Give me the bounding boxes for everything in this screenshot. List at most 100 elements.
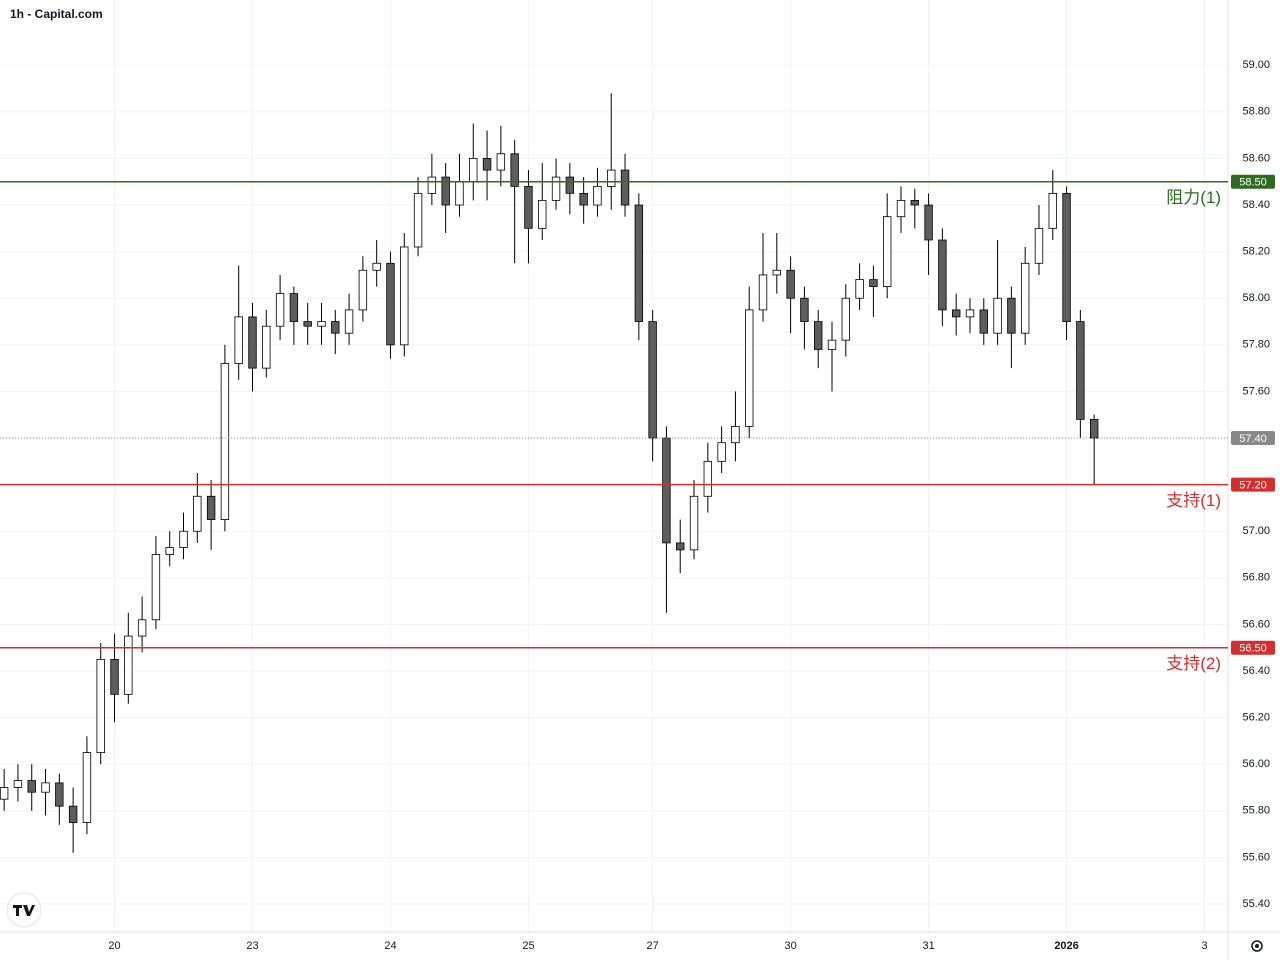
x-tick-label: 20	[108, 940, 120, 952]
y-tick-label: 57.60	[1242, 385, 1270, 397]
level-badge	[1231, 477, 1275, 492]
level-badge	[1231, 174, 1275, 189]
level-badge	[1231, 640, 1275, 655]
level-badge-label: 57.20	[1239, 480, 1267, 492]
settings-icon[interactable]	[1251, 940, 1263, 952]
candle-body	[979, 309, 988, 334]
x-tick-label: 3	[1201, 940, 1207, 952]
x-tick-label: 25	[522, 940, 534, 952]
candle-body	[565, 176, 575, 194]
candle-body	[841, 297, 850, 341]
tv-logo	[6, 892, 42, 928]
y-tick-label: 59.00	[1242, 59, 1270, 71]
y-tick-label: 58.80	[1242, 106, 1270, 118]
candle-body	[27, 780, 36, 793]
candle-body	[896, 199, 906, 218]
candle-body	[855, 279, 864, 299]
candle-body	[869, 279, 878, 287]
candle-body	[731, 425, 740, 444]
candle-body	[331, 321, 340, 334]
candle-body	[413, 192, 423, 248]
candle-body	[344, 309, 354, 334]
candle-body	[883, 216, 892, 287]
candle-body	[1034, 227, 1044, 264]
candle-body	[951, 309, 961, 318]
candle-body	[317, 321, 326, 327]
candle-body	[124, 635, 133, 695]
candle-body	[827, 339, 837, 350]
candle-body	[800, 297, 809, 322]
candle-body	[68, 805, 78, 823]
candle-body	[593, 185, 602, 206]
candle-body	[0, 787, 9, 800]
candle-body	[441, 176, 450, 206]
candle-body	[965, 309, 975, 318]
candle-body	[455, 181, 464, 206]
candle-body	[758, 274, 768, 311]
candle-body	[772, 269, 782, 276]
level-badge-label: 56.50	[1239, 643, 1267, 655]
candle-body	[469, 158, 478, 183]
candle-body	[814, 321, 823, 350]
candle-body	[358, 269, 368, 311]
candle-body	[496, 153, 506, 171]
y-tick-label: 56.80	[1242, 572, 1270, 584]
candle-body	[110, 658, 119, 695]
candle-body	[924, 204, 933, 241]
y-tick-label: 55.40	[1242, 898, 1270, 910]
candle-body	[427, 176, 437, 194]
candle-body	[1007, 297, 1016, 334]
candle-body	[524, 185, 533, 229]
candle-body	[400, 246, 409, 346]
candle-body	[482, 158, 492, 171]
candle-body	[1062, 192, 1071, 322]
candle-body	[786, 269, 795, 299]
candle-body	[275, 293, 285, 327]
candle-body	[717, 442, 726, 462]
candle-body	[262, 325, 271, 369]
x-tick-label: 30	[784, 940, 796, 952]
y-tick-label: 56.20	[1242, 712, 1270, 724]
candle-body	[303, 321, 312, 327]
candle-body	[745, 309, 754, 427]
y-tick-label: 57.00	[1242, 525, 1270, 537]
y-tick-label: 57.80	[1242, 339, 1270, 351]
level-badge-label: 58.50	[1239, 177, 1267, 189]
candle-body	[137, 619, 147, 637]
candle-body	[248, 316, 257, 369]
candle-body	[151, 554, 161, 621]
candle-body	[1048, 192, 1057, 229]
candle-body	[193, 495, 202, 532]
last-price-badge-label: 57.40	[1239, 433, 1267, 445]
candle-body	[234, 316, 243, 364]
candle-body	[910, 199, 919, 206]
y-tick-label: 58.20	[1242, 246, 1270, 258]
candle-body	[96, 658, 105, 753]
level-name: 阻力(1)	[1166, 188, 1221, 207]
candle-body	[1020, 262, 1030, 334]
candle-body	[82, 752, 92, 823]
candle-body	[620, 169, 630, 206]
y-tick-label: 56.00	[1242, 758, 1270, 770]
candle-body	[634, 204, 644, 322]
level-name: 支持(2)	[1166, 654, 1221, 673]
candle-body	[386, 262, 395, 346]
y-tick-label: 58.60	[1242, 152, 1270, 164]
y-tick-label: 58.40	[1242, 199, 1270, 211]
candle-body	[179, 530, 188, 548]
candle-body	[510, 153, 519, 187]
candle-body	[607, 169, 616, 187]
candle-body	[676, 542, 685, 551]
candle-body	[41, 782, 50, 793]
candle-body	[662, 437, 671, 544]
candle-body	[538, 199, 547, 229]
candle-body	[165, 547, 174, 555]
level-name: 支持(1)	[1166, 491, 1221, 510]
candle-body	[689, 495, 699, 551]
candle-body	[206, 495, 216, 520]
x-tick-label: 23	[246, 940, 258, 952]
y-tick-label: 55.60	[1242, 851, 1270, 863]
candle-body	[648, 321, 657, 439]
